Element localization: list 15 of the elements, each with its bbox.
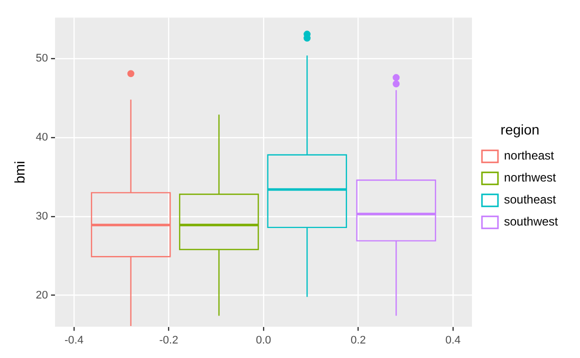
y-tick-label: 20	[36, 289, 48, 302]
x-tick-label: -0.2	[159, 334, 178, 346]
x-tick-label: 0.0	[256, 334, 272, 346]
legend-label: southwest	[504, 214, 559, 229]
legend-label: southeast	[504, 192, 557, 207]
y-tick-label: 50	[36, 52, 48, 65]
legend-label: northeast	[504, 148, 555, 163]
legend-title: region	[500, 121, 540, 138]
y-axis-title: bmi	[11, 160, 28, 184]
x-tick-label: 0.4	[445, 334, 461, 346]
legend-label: northwest	[504, 170, 557, 185]
y-tick-label: 40	[36, 132, 48, 144]
y-tick-label: 30	[36, 210, 48, 222]
x-tick-label: -0.4	[64, 334, 84, 346]
x-tick-label: 0.2	[350, 334, 366, 346]
